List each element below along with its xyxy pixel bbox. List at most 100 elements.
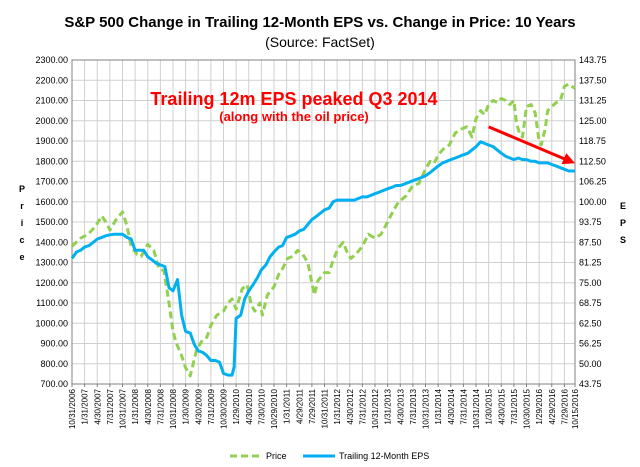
x-tick-label: 4/29/2011 [295, 388, 304, 424]
y-right-tick-label: 81.25 [579, 258, 602, 268]
y-right-tick-label: 137.50 [579, 75, 607, 85]
series-line-price [70, 82, 576, 378]
y-right-tick-label: 125.00 [579, 116, 607, 126]
annotation-eps-peak: Trailing 12m EPS peaked Q3 2014 [150, 89, 437, 109]
x-tick-label: 10/30/2009 [220, 388, 229, 429]
y-right-tick-label: 43.75 [579, 379, 602, 389]
x-tick-label: 4/30/2008 [144, 388, 153, 424]
y-left-tick-label: 2200.00 [35, 75, 68, 85]
trend-arrow-shaft [488, 125, 568, 162]
y-right-tick-label: 62.50 [579, 318, 602, 328]
y-right-tick-label: 87.50 [579, 237, 602, 247]
y-left-tick-label: 1400.00 [35, 237, 68, 247]
legend-label-price: Price [266, 451, 287, 461]
axis-label-letter: i [21, 218, 24, 228]
annotation-oil-price: (along with the oil price) [219, 109, 369, 124]
y-left-tick-label: 2300.00 [35, 55, 68, 65]
x-tick-label: 1/31/2007 [81, 388, 90, 424]
y-left-tick-label: 2000.00 [35, 116, 68, 126]
x-tick-label: 7/30/2010 [257, 388, 266, 424]
chart-title: S&P 500 Change in Trailing 12-Month EPS … [64, 14, 575, 31]
y-left-tick-label: 1300.00 [35, 258, 68, 268]
x-tick-label: 10/31/2007 [119, 388, 128, 429]
x-tick-label: 7/31/2013 [409, 388, 418, 424]
x-tick-label: 7/31/2012 [358, 388, 367, 424]
y-right-tick-label: 50.00 [579, 359, 602, 369]
x-tick-label: 4/30/2014 [447, 388, 456, 424]
axis-label-letter: E [620, 201, 626, 211]
y-axis-right-ticks: 43.75 50.00 56.25 62.50 68.75 75.00 81.25 87.50… [579, 55, 607, 389]
x-tick-label: 10/31/2011 [321, 388, 330, 428]
x-tick-label: 4/30/2012 [346, 388, 355, 424]
x-tick-label: 10/29/2010 [270, 388, 279, 429]
y-left-tick-label: 1600.00 [35, 197, 68, 207]
plot-area-border [71, 59, 576, 385]
x-tick-label: 1/31/2014 [434, 388, 443, 424]
x-tick-label: 1/30/2015 [485, 388, 494, 424]
y-right-tick-label: 143.75 [579, 55, 607, 65]
x-tick-label: 10/15/2016 [571, 388, 580, 429]
x-tick-label: 4/30/2015 [497, 388, 506, 424]
y-axis-left-label: Price [19, 184, 25, 262]
x-tick-label: 7/31/2015 [510, 388, 519, 424]
x-tick-label: 10/31/2013 [422, 388, 431, 429]
x-tick-label: 1/29/2016 [535, 388, 544, 424]
x-tick-label: 4/30/2010 [245, 388, 254, 424]
x-tick-label: 10/31/2008 [169, 388, 178, 429]
y-right-tick-label: 56.25 [579, 339, 602, 349]
y-left-tick-label: 900.00 [40, 339, 68, 349]
y-left-tick-label: 1100.00 [36, 298, 68, 308]
y-right-tick-label: 100.00 [579, 197, 607, 207]
x-tick-label: 4/30/2007 [93, 388, 102, 424]
y-right-tick-label: 93.75 [579, 217, 602, 227]
series-lines [70, 82, 576, 378]
y-left-tick-label: 1700.00 [35, 177, 68, 187]
trend-arrow-head [561, 153, 575, 165]
y-left-tick-label: 2100.00 [35, 96, 68, 106]
x-tick-label: 1/31/2013 [384, 388, 393, 424]
x-tick-label: 4/30/2013 [396, 388, 405, 424]
y-left-tick-label: 800.00 [40, 359, 68, 369]
y-axis-left-ticks: 700.00 800.00 900.00 1000.00 1100.00 1200.00 1… [35, 55, 68, 389]
x-tick-label: 7/31/2014 [459, 388, 468, 424]
y-right-tick-label: 118.75 [579, 136, 606, 146]
legend-label-eps: Trailing 12-Month EPS [339, 451, 429, 461]
x-tick-label: 4/30/2009 [194, 388, 203, 424]
series-line-eps [70, 140, 575, 377]
x-tick-label: 7/31/2009 [207, 388, 216, 424]
x-tick-label: 10/31/2006 [68, 388, 77, 429]
axis-label-letter: P [620, 218, 626, 228]
x-tick-label: 1/31/2012 [333, 388, 342, 424]
x-tick-label: 1/31/2011 [283, 388, 292, 424]
y-left-tick-label: 1800.00 [35, 156, 68, 166]
axis-label-letter: e [19, 252, 24, 262]
x-axis-ticks: 10/31/2006 1/31/2007 4/30/2007 7/31/2007 10/… [68, 384, 580, 429]
trend-arrow [488, 125, 575, 165]
x-tick-label: 7/29/2011 [308, 388, 317, 424]
x-tick-label: 10/30/2015 [523, 388, 532, 429]
y-left-tick-label: 1900.00 [35, 136, 68, 146]
x-tick-label: 1/30/2009 [182, 388, 191, 424]
y-left-tick-label: 1500.00 [35, 217, 68, 227]
y-right-tick-label: 112.50 [579, 156, 606, 166]
axis-label-letter: P [19, 184, 25, 194]
x-tick-label: 7/31/2008 [156, 388, 165, 424]
axis-label-letter: c [19, 235, 24, 245]
y-left-tick-label: 1200.00 [35, 278, 68, 288]
y-left-tick-label: 1000.00 [35, 318, 68, 328]
y-right-tick-label: 131.25 [579, 96, 607, 106]
y-right-tick-label: 68.75 [579, 298, 602, 308]
y-right-tick-label: 75.00 [579, 278, 602, 288]
axis-label-letter: r [20, 201, 24, 211]
x-tick-label: 1/31/2008 [131, 388, 140, 424]
y-right-tick-label: 106.25 [579, 177, 607, 187]
x-tick-label: 10/31/2012 [371, 388, 380, 429]
x-tick-label: 7/31/2007 [106, 388, 115, 424]
y-axis-right-label: EPS [620, 201, 626, 245]
x-tick-label: 7/29/2016 [560, 388, 569, 424]
chart-subtitle: (Source: FactSet) [265, 34, 375, 50]
legend: Price Trailing 12-Month EPS [230, 451, 429, 461]
x-tick-label: 4/29/2016 [548, 388, 557, 424]
